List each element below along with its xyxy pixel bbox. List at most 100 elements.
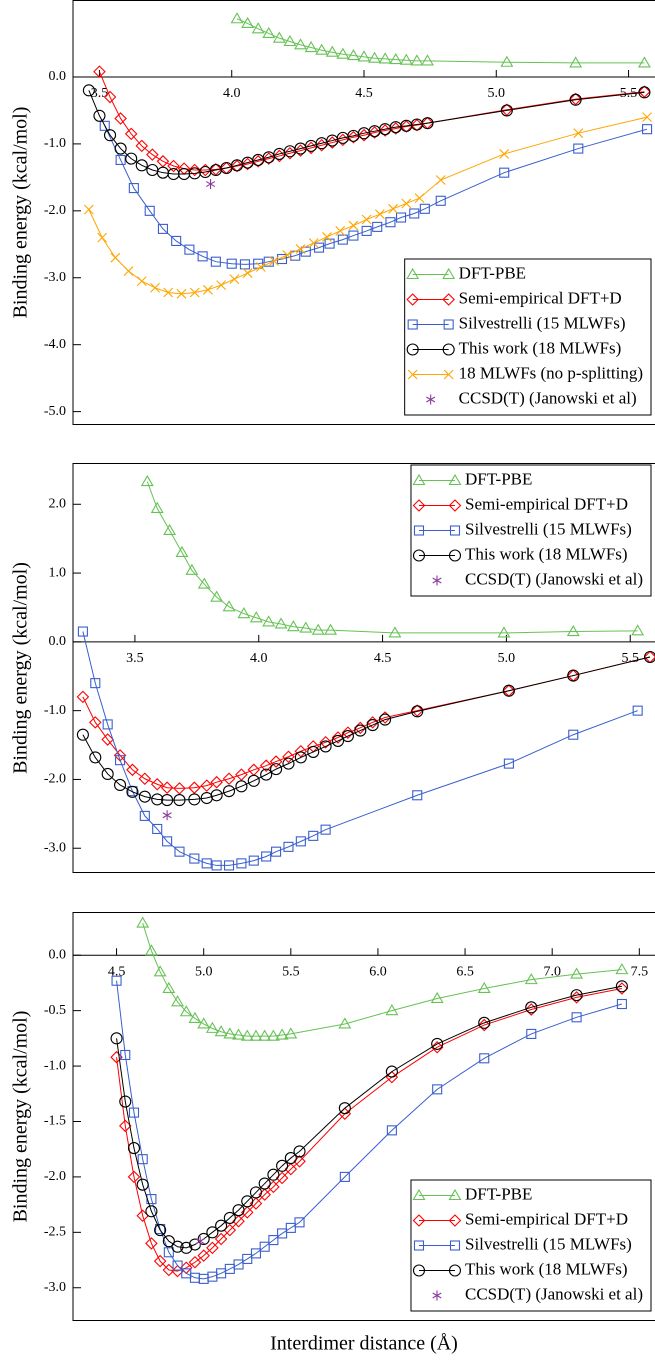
marker-shape [313, 242, 325, 253]
marker [448, 1214, 462, 1227]
marker-shape [162, 812, 172, 819]
marker [162, 810, 172, 821]
marker-shape [361, 214, 372, 225]
series-line [104, 125, 648, 265]
marker-shape [125, 152, 138, 165]
marker [570, 967, 584, 979]
marker-shape [210, 256, 221, 267]
marker-shape [214, 1232, 228, 1246]
legend: DFT-PBE Semi-empirical DFT+D Silvestrelli … [404, 258, 652, 416]
marker [101, 733, 114, 746]
marker [448, 499, 462, 512]
marker-shape [526, 1028, 537, 1039]
marker [407, 319, 418, 330]
marker-shape [83, 204, 94, 215]
marker [412, 1264, 426, 1277]
marker-shape [325, 45, 339, 57]
marker-shape [135, 159, 148, 172]
marker-shape [179, 1005, 193, 1017]
marker [414, 193, 425, 203]
marker-shape [138, 772, 152, 786]
marker [643, 650, 655, 664]
marker [222, 785, 236, 798]
marker [442, 343, 455, 356]
marker [233, 1259, 244, 1270]
marker [378, 52, 392, 64]
marker [153, 1254, 167, 1268]
marker [127, 1170, 141, 1184]
marker [135, 159, 148, 172]
marker [150, 282, 160, 293]
marker [307, 745, 320, 758]
marker [82, 84, 95, 97]
marker [214, 1232, 228, 1246]
marker [118, 1119, 132, 1133]
marker-shape [229, 274, 240, 284]
marker-shape [448, 1264, 462, 1277]
marker-shape [114, 778, 127, 791]
marker-shape [136, 276, 147, 286]
series-line [116, 987, 622, 1272]
marker-shape [118, 1119, 132, 1133]
x-tick-label: 5.0 [195, 964, 213, 979]
marker-shape [315, 43, 329, 55]
marker-shape [200, 779, 214, 792]
marker [526, 1028, 537, 1039]
marker [209, 163, 223, 176]
marker [283, 146, 297, 160]
marker [99, 120, 110, 131]
marker [273, 149, 286, 163]
marker-shape [215, 1219, 228, 1232]
marker-shape [236, 858, 247, 869]
marker [426, 394, 436, 405]
marker [205, 1021, 219, 1033]
marker [128, 1107, 140, 1118]
marker [449, 1240, 461, 1251]
marker [286, 620, 300, 632]
marker-shape [222, 785, 236, 798]
marker-shape [174, 846, 185, 857]
marker-shape [223, 1027, 237, 1039]
marker [386, 1125, 397, 1136]
marker [361, 225, 372, 236]
plot-frame [72, 0, 655, 425]
marker [615, 982, 629, 995]
x-tick-label: 5.5 [282, 964, 300, 979]
marker-shape [357, 50, 371, 62]
x-tick-label: 5.0 [498, 651, 516, 666]
marker-shape [173, 794, 186, 807]
marker [250, 1248, 262, 1259]
marker-shape [335, 226, 346, 236]
marker [258, 1029, 272, 1041]
y-tick-label: -1.0 [44, 703, 66, 718]
marker-shape [123, 266, 134, 276]
marker-shape [206, 1241, 219, 1255]
marker-shape [407, 369, 418, 380]
marker [430, 1040, 444, 1054]
panel: -3.0 -2.0 -1.0 0.0 1.0 2.0 3.5 4.0 4.5 5.0 5.5 Bind… [10, 463, 655, 873]
marker [268, 1235, 279, 1246]
marker [241, 16, 255, 28]
marker-shape [262, 26, 276, 39]
marker [93, 65, 106, 78]
marker-shape [368, 51, 382, 63]
marker [448, 473, 462, 486]
marker [223, 1211, 236, 1224]
plot-frame [72, 912, 655, 1321]
marker [331, 731, 345, 744]
x-tick-label: 4.5 [108, 964, 126, 979]
marker [308, 238, 319, 248]
marker [163, 523, 177, 535]
legend-label: DFT-PBE [465, 1184, 532, 1203]
y-axis-label: Binding energy (kcal/mol) [10, 107, 32, 319]
marker [261, 851, 272, 862]
marker-shape [119, 1095, 132, 1108]
marker [295, 836, 306, 847]
marker-shape [195, 1238, 205, 1245]
marker-shape [385, 1065, 398, 1078]
marker [179, 1005, 193, 1017]
marker-shape [188, 1255, 202, 1269]
marker-shape [163, 1247, 174, 1258]
marker-shape [395, 212, 407, 223]
marker [162, 1235, 175, 1248]
